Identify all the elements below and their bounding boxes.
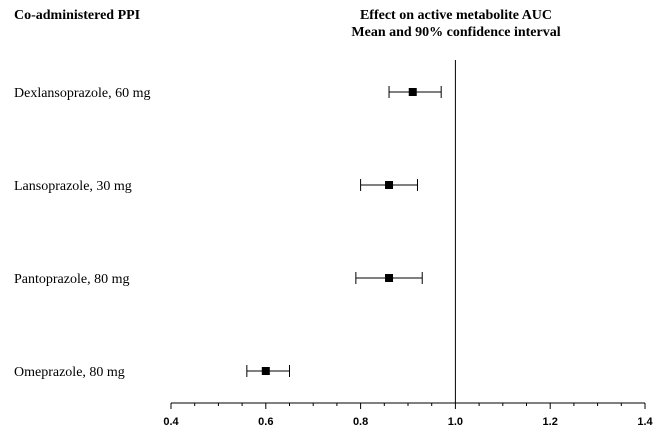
column-header-right-line2: Mean and 90% confidence interval (351, 25, 560, 40)
mean-marker (385, 274, 394, 282)
x-tick-label: 1.0 (448, 416, 463, 428)
mean-marker (408, 88, 417, 96)
x-tick-label: 0.6 (258, 416, 273, 428)
row-label: Omeprazole, 80 mg (14, 365, 125, 380)
mean-marker (385, 181, 394, 189)
x-tick-label: 0.4 (163, 416, 179, 428)
x-tick-label: 1.4 (637, 416, 653, 428)
row-label: Pantoprazole, 80 mg (14, 272, 129, 287)
column-header-right-line1: Effect on active metabolite AUC (360, 8, 552, 23)
row-label: Lansoprazole, 30 mg (14, 179, 132, 194)
x-tick-label: 1.2 (543, 416, 558, 428)
column-header-left: Co-administered PPI (14, 8, 140, 23)
x-tick-label: 0.8 (353, 416, 368, 428)
row-label: Dexlansoprazole, 60 mg (14, 86, 150, 101)
mean-marker (261, 367, 270, 375)
plot-area: 0.4 0.6 0.8 1.0 1.2 1.4 Dexlansoprazole, 60 mg… (14, 60, 654, 428)
